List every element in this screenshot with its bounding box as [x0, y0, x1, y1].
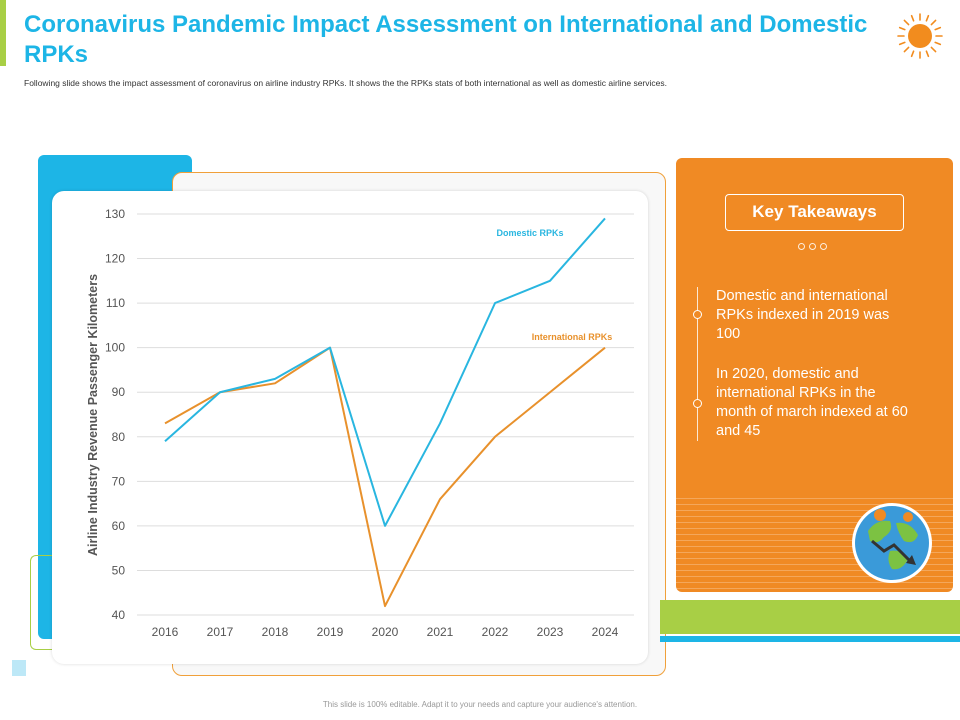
page-subtitle: Following slide shows the impact assessm…: [24, 78, 667, 88]
x-tick-label: 2019: [317, 625, 344, 639]
takeaway-timeline-line: [697, 287, 698, 441]
x-tick-label: 2024: [592, 625, 619, 639]
y-tick-label: 70: [112, 474, 126, 488]
series-lines: [164, 217, 606, 608]
dot: [798, 243, 805, 250]
y-tick-label: 110: [106, 296, 125, 310]
globe-icon: [852, 503, 932, 583]
decorative-blue-strip: [660, 636, 960, 642]
series-line-domestic-rpks: [164, 217, 606, 527]
x-tick-labels: 2016 2017 2018 2019 2020 2021 2022 2023 2024: [152, 625, 619, 639]
pagination-dots: [798, 237, 838, 250]
decorative-square: [12, 660, 26, 676]
x-tick-label: 2020: [372, 625, 399, 639]
takeaway-1: Domestic and international RPKs indexed …: [716, 288, 890, 342]
footer-note: This slide is 100% editable. Adapt it to…: [322, 700, 638, 709]
chart-card: [52, 191, 648, 664]
x-tick-label: 2023: [537, 625, 564, 639]
decorative-green-frame: [30, 555, 60, 650]
y-tick-label: 60: [112, 519, 126, 533]
y-tick-label: 90: [112, 385, 126, 399]
timeline-marker: [693, 399, 702, 408]
title-accent-bar: [0, 0, 6, 66]
x-tick-label: 2018: [262, 625, 289, 639]
y-tick-label: 130: [105, 207, 125, 221]
sun-icon: [897, 13, 943, 59]
key-takeaways-panel: Key Takeaways Domestic and international…: [676, 158, 953, 592]
page-title: Coronavirus Pandemic Impact Assessment o…: [24, 11, 868, 68]
y-tick-label: 40: [112, 608, 126, 622]
x-tick-label: 2017: [207, 625, 234, 639]
y-tick-label: 120: [105, 252, 125, 266]
gridlines: [137, 213, 634, 616]
y-axis-label: Airline Industry Revenue Passenger Kilom…: [86, 274, 100, 556]
takeaway-2: In 2020, domestic and international RPKs…: [716, 366, 908, 439]
key-takeaways-heading: Key Takeaways: [725, 194, 904, 231]
x-tick-label: 2022: [482, 625, 509, 639]
series-labels: Domestic RPKs International RPKs: [496, 228, 612, 342]
y-tick-labels: 40 50 60 70 80 90 100 110 120 130: [105, 207, 125, 622]
y-tick-label: 50: [112, 563, 126, 577]
series-label-domestic-rpks: Domestic RPKs: [496, 228, 563, 238]
dot: [809, 243, 816, 250]
decorative-green-strip: [660, 600, 960, 634]
x-tick-label: 2021: [427, 625, 454, 639]
dot: [820, 243, 827, 250]
y-tick-label: 100: [105, 341, 125, 355]
x-tick-label: 2016: [152, 625, 179, 639]
series-label-international-rpks: International RPKs: [532, 332, 613, 342]
timeline-marker: [693, 310, 702, 319]
y-tick-label: 80: [112, 430, 126, 444]
series-line-international-rpks: [164, 346, 606, 608]
